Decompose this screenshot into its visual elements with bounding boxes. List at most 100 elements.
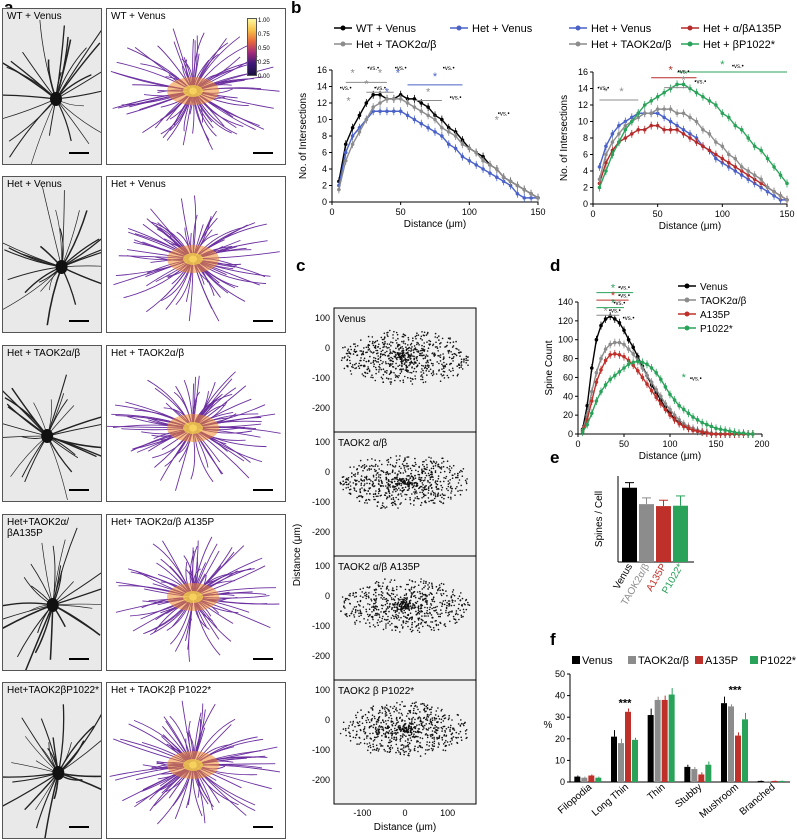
spine-dot <box>441 497 443 499</box>
scale-bar <box>253 320 273 322</box>
spine-dot <box>388 358 390 360</box>
spine-dot <box>414 746 416 748</box>
spine-dot <box>402 348 404 350</box>
spine-dot <box>393 610 395 612</box>
spine-dot <box>370 747 372 749</box>
spine-dot <box>397 627 399 629</box>
series-line <box>339 95 538 198</box>
tracing-drawing <box>107 177 285 332</box>
spine-dot <box>373 476 375 478</box>
spine-dot <box>384 352 386 354</box>
data-point <box>624 136 628 140</box>
spine-dot <box>411 734 413 736</box>
spine-dot <box>369 608 371 610</box>
spine-dot <box>425 367 427 369</box>
spine-dot <box>353 466 355 468</box>
data-point <box>654 371 658 375</box>
spine-dot <box>427 704 429 706</box>
spine-dot <box>350 613 352 615</box>
dendrite-stroke <box>58 704 63 773</box>
spine-dot <box>461 616 463 618</box>
spine-dot <box>372 362 374 364</box>
spine-dot <box>384 708 386 710</box>
spine-dot <box>389 747 391 749</box>
spine-dot <box>388 717 390 719</box>
data-point <box>371 93 375 97</box>
spine-dot <box>418 477 420 479</box>
spine-dot <box>352 722 354 724</box>
spine-dot <box>396 462 398 464</box>
spine-dot <box>452 354 454 356</box>
spine-dot <box>408 339 410 341</box>
scale-bar <box>69 658 89 660</box>
y-tick-label: -200 <box>312 775 330 785</box>
comparison-label: •vs.• <box>732 64 744 70</box>
spine-dot <box>387 616 389 618</box>
spine-dot <box>408 746 410 748</box>
spine-dot <box>414 493 416 495</box>
bar <box>622 488 637 562</box>
spine-dot <box>359 721 361 723</box>
spine-dot <box>454 494 456 496</box>
spine-dot <box>431 584 433 586</box>
spine-dot <box>431 373 433 375</box>
data-point <box>656 124 660 128</box>
spine-dot <box>347 350 349 352</box>
spine-dot <box>444 377 446 379</box>
spine-dot <box>439 602 441 604</box>
spine-dot <box>355 484 357 486</box>
comparison-label: •vs.• <box>443 66 455 72</box>
data-point <box>740 165 744 169</box>
y-axis-label: Spine Count <box>544 340 555 395</box>
spine-dot <box>356 490 358 492</box>
spine-dot <box>368 360 370 362</box>
spine-dot <box>406 456 408 458</box>
spine-dot <box>409 579 411 581</box>
y-tick-label: 4 <box>583 166 588 176</box>
spine-dot <box>426 368 428 370</box>
spine-dot <box>384 371 386 373</box>
data-point <box>385 109 389 113</box>
significance-star: * <box>364 78 369 90</box>
spine-dot <box>401 701 403 703</box>
spine-dot <box>392 603 394 605</box>
spine-dot <box>420 338 422 340</box>
spine-dot <box>443 593 445 595</box>
spine-dot <box>411 627 413 629</box>
data-point <box>433 130 437 134</box>
data-point <box>627 362 631 366</box>
y-tick-label: -100 <box>312 621 330 631</box>
spine-dot <box>433 461 435 463</box>
spine-dot <box>418 608 420 610</box>
spine-dot <box>423 496 425 498</box>
spine-dot <box>450 741 452 743</box>
spine-dot <box>443 495 445 497</box>
spine-dot <box>398 728 400 730</box>
spine-dot <box>381 620 383 622</box>
spine-dot <box>395 348 397 350</box>
spine-dot <box>360 601 362 603</box>
spine-dot <box>425 595 427 597</box>
spine-dot <box>398 487 400 489</box>
spine-dot <box>434 601 436 603</box>
spine-dot <box>442 338 444 340</box>
spine-dot <box>357 610 359 612</box>
spine-dot <box>399 604 401 606</box>
spine-dot <box>403 599 405 601</box>
spine-dot <box>462 616 464 618</box>
spine-dot <box>371 374 373 376</box>
data-point <box>622 355 626 359</box>
spine-dot <box>405 623 407 625</box>
dendrite-stroke <box>10 99 56 157</box>
sholl-heatmap-image: Het+ TAOK2α/β A135P <box>106 514 286 671</box>
spine-dot <box>439 616 441 618</box>
spine-dot <box>414 375 416 377</box>
spine-dot <box>390 481 392 483</box>
spine-dot <box>367 619 369 621</box>
legend-label: Het + α/βA135P <box>703 23 781 35</box>
spine-dot <box>345 598 347 600</box>
spine-dot <box>402 736 404 738</box>
spine-dot <box>396 737 398 739</box>
comparison-label: •vs.• <box>618 293 630 299</box>
spine-dot <box>457 598 459 600</box>
